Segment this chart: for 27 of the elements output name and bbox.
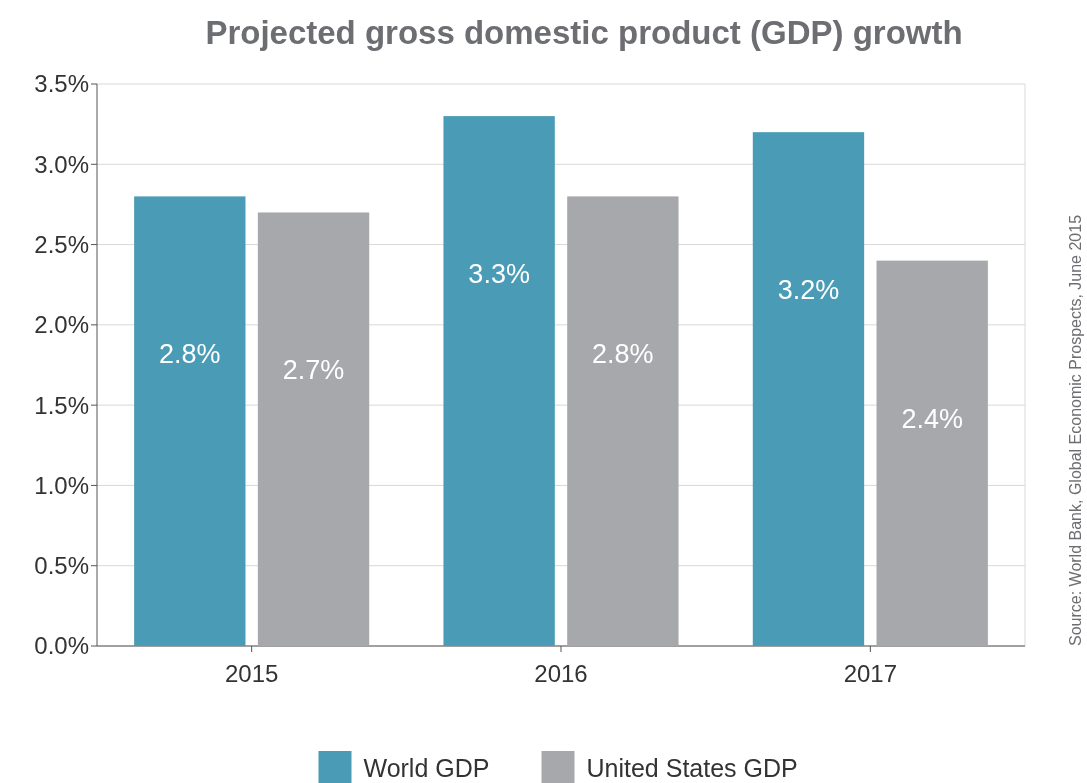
bar: [134, 196, 246, 646]
x-tick-label: 2016: [534, 660, 588, 687]
y-tick-label: 2.5%: [34, 230, 89, 258]
legend-label: United States GDP: [586, 754, 798, 782]
x-tick-label: 2015: [224, 660, 279, 687]
data-label: 3.2%: [777, 275, 840, 306]
bar: [567, 196, 679, 646]
y-tick-label: 3.5%: [34, 70, 89, 98]
y-tick-label: 1.0%: [34, 471, 89, 499]
bar: [443, 116, 555, 646]
y-tick-label: 1.5%: [34, 391, 89, 419]
chart-title: Projected gross domestic product (GDP) growth: [205, 14, 963, 51]
bar: [257, 212, 370, 646]
legend-label: World GDP: [363, 754, 490, 782]
source-note: Source: World Bank, Global Economic Prospects, June 2015: [1067, 214, 1084, 646]
x-tick-label: 2017: [843, 660, 898, 687]
y-tick-label: 0.5%: [34, 552, 89, 580]
data-label: 3.3%: [468, 259, 530, 290]
bar: [752, 132, 865, 646]
y-tick-label: 0.0%: [34, 632, 89, 660]
data-label: 2.7%: [282, 355, 345, 386]
data-label: 2.8%: [159, 339, 221, 370]
data-label: 2.4%: [901, 403, 963, 434]
y-tick-label: 3.0%: [34, 150, 89, 178]
data-label: 2.8%: [592, 339, 654, 370]
bar: [876, 260, 988, 646]
y-tick-label: 2.0%: [34, 311, 89, 339]
